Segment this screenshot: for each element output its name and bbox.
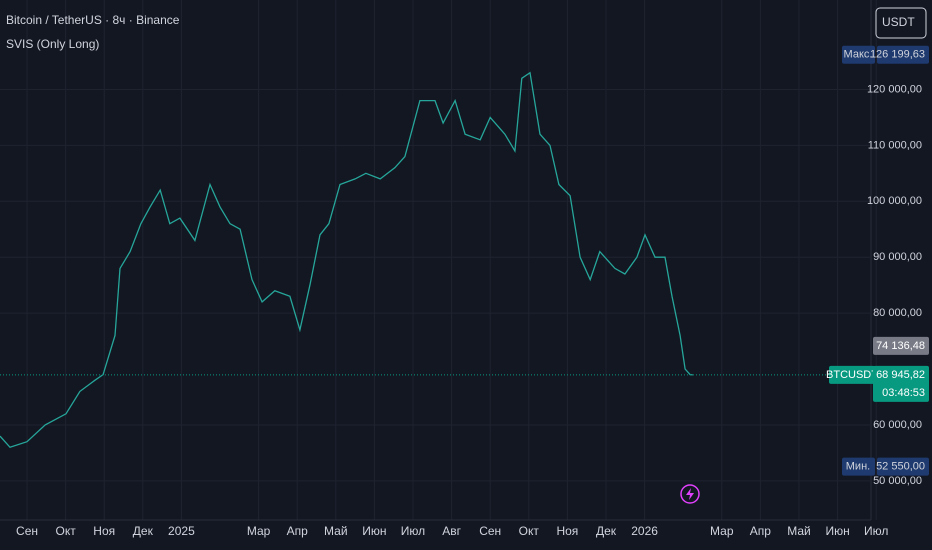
last-price-value: 68 945,82 [876,369,925,381]
x-tick-label: Сен [16,524,38,538]
currency-label[interactable]: USDT [882,15,915,29]
min-value: 52 550,00 [876,461,925,473]
y-tick-label: 80 000,00 [873,307,922,319]
y-tick-label: 120 000,00 [867,83,922,95]
level-value: 74 136,48 [876,340,925,352]
x-tick-label: Дек [133,524,154,538]
max-value: 126 199,63 [870,49,925,61]
x-tick-label: Авг [442,524,461,538]
chart-title: Bitcoin / TetherUS · 8ч · Binance [6,13,180,27]
x-tick-label: Май [787,524,811,538]
event-icon[interactable] [680,484,700,504]
x-tick-label: Июн [362,524,386,538]
x-tick-label: Мар [710,524,734,538]
x-tick-label: Май [324,524,348,538]
y-tick-label: 50 000,00 [873,475,922,487]
x-tick-label: Окт [519,524,540,538]
x-tick-label: Апр [287,524,309,538]
x-tick-label: Дек [596,524,617,538]
max-name: Макс. [844,49,873,61]
x-tick-label: Июл [401,524,425,538]
x-tick-label: Июл [864,524,888,538]
price-line [0,71,693,449]
level-box [873,336,929,355]
y-tick-label: 90 000,00 [873,251,922,263]
x-tick-label: Сен [479,524,501,538]
x-tick-label: Ноя [556,524,578,538]
min-name-box [842,457,875,476]
x-tick-label: Мар [247,524,271,538]
max-name-box [842,45,875,64]
indicator-name: SVIS (Only Long) [6,37,99,51]
x-tick-label: 2025 [168,524,195,538]
y-tick-label: 110 000,00 [868,139,922,151]
min-value-box [877,457,929,476]
x-tick-label: 2026 [631,524,658,538]
x-tick-label: Окт [56,524,77,538]
y-tick-label: 100 000,00 [867,195,922,207]
symbol-box [829,365,875,384]
x-tick-label: Ноя [93,524,115,538]
x-tick-label: Апр [750,524,772,538]
x-tick-label: Июн [825,524,849,538]
currency-button[interactable] [875,7,927,39]
countdown: 03:48:53 [882,387,925,399]
symbol-label: BTCUSDT [826,369,878,381]
y-tick-label: 60 000,00 [873,419,922,431]
max-value-box [877,45,929,64]
min-name: Мин. [846,461,870,473]
event-bolt [686,488,694,500]
last-price-box [873,365,929,402]
